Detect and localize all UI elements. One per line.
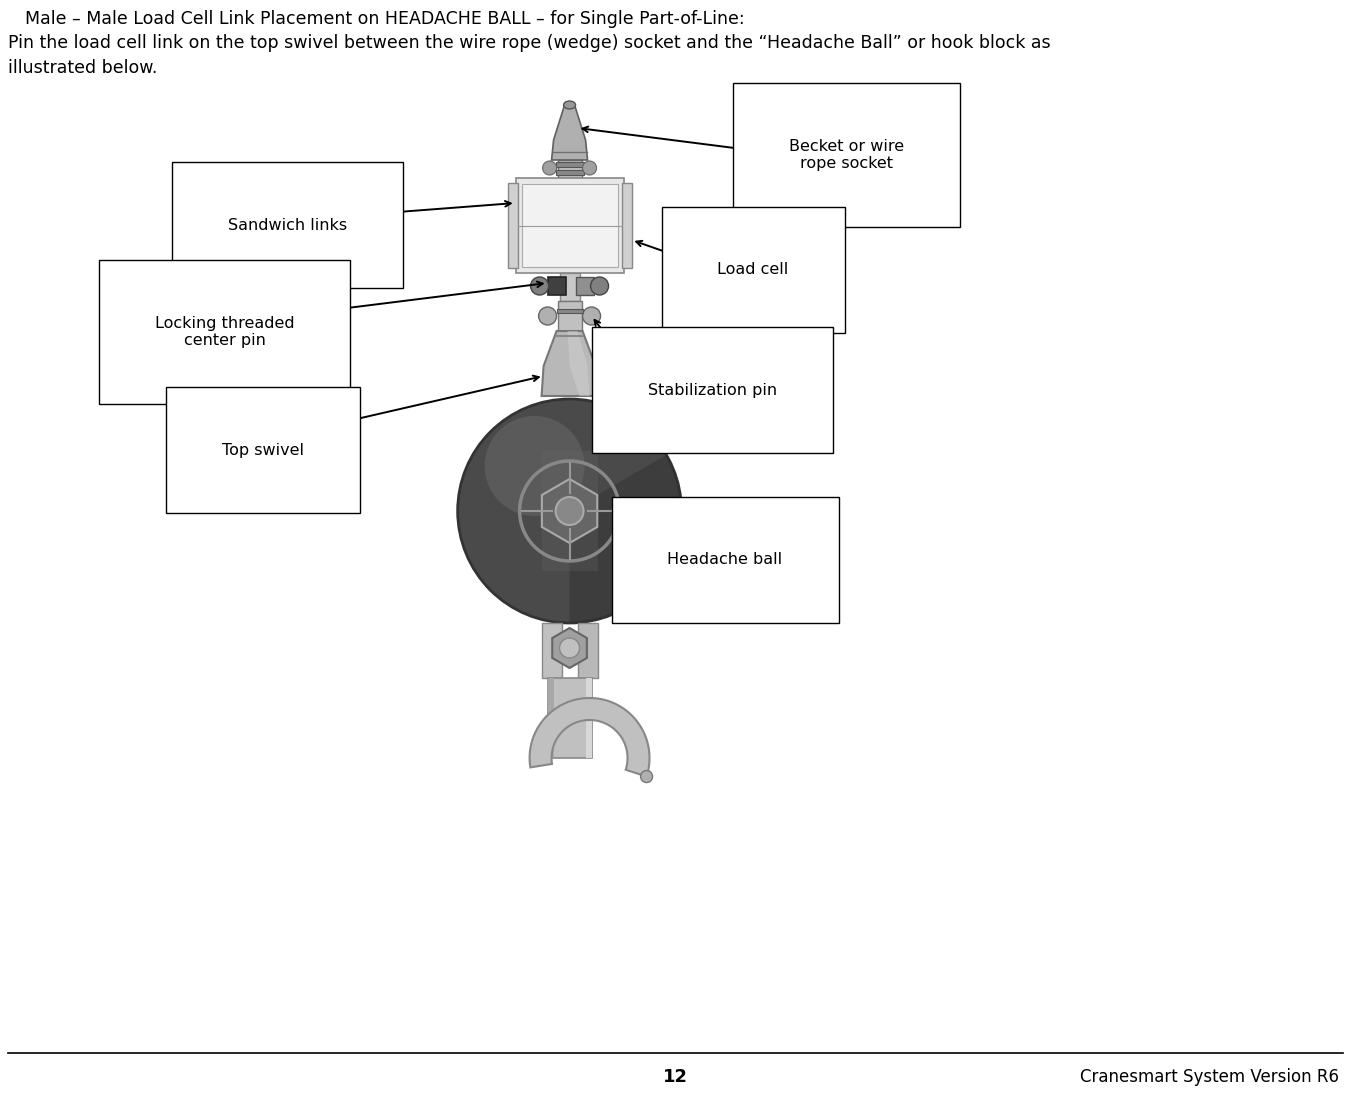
Circle shape (560, 638, 580, 658)
Polygon shape (542, 479, 598, 543)
Bar (542, 451, 598, 571)
Text: Headache ball: Headache ball (668, 552, 783, 568)
Polygon shape (552, 628, 587, 668)
Circle shape (458, 399, 681, 623)
Circle shape (641, 771, 653, 782)
Circle shape (484, 416, 584, 516)
Circle shape (556, 497, 584, 526)
Text: Becket or wire
rope socket: Becket or wire rope socket (790, 139, 904, 171)
Text: 12: 12 (662, 1068, 688, 1085)
Text: Male – Male Load Cell Link Placement on HEADACHE BALL – for Single Part-of-Line:: Male – Male Load Cell Link Placement on … (24, 10, 745, 28)
Bar (556, 162, 584, 167)
Text: Load cell: Load cell (718, 262, 788, 278)
Bar (556, 170, 584, 176)
Text: Cranesmart System Version R6: Cranesmart System Version R6 (1080, 1068, 1338, 1085)
Text: Sandwich links: Sandwich links (228, 218, 347, 232)
Bar (548, 678, 553, 758)
Bar (622, 183, 631, 268)
Text: Locking threaded
center pin: Locking threaded center pin (155, 316, 295, 348)
Bar (585, 678, 592, 758)
Circle shape (542, 161, 557, 176)
Text: Top swivel: Top swivel (222, 442, 304, 458)
Polygon shape (568, 331, 589, 396)
Polygon shape (542, 331, 598, 396)
Bar (548, 678, 592, 758)
Polygon shape (552, 106, 588, 160)
Bar (557, 301, 581, 331)
Ellipse shape (564, 101, 576, 109)
Wedge shape (569, 456, 681, 623)
Bar (576, 277, 594, 296)
Bar (557, 160, 581, 178)
Circle shape (530, 277, 549, 296)
Bar (507, 183, 518, 268)
Circle shape (538, 307, 557, 326)
Circle shape (583, 307, 600, 326)
Bar (515, 178, 623, 273)
Bar (577, 623, 598, 678)
Text: Stabilization pin: Stabilization pin (648, 382, 776, 398)
Circle shape (591, 277, 608, 296)
Bar (557, 309, 583, 313)
Polygon shape (530, 698, 649, 777)
Circle shape (583, 161, 596, 176)
Text: Pin the load cell link on the top swivel between the wire rope (wedge) socket an: Pin the load cell link on the top swivel… (8, 34, 1051, 77)
Bar (542, 623, 561, 678)
Bar (548, 277, 565, 296)
Bar (560, 273, 580, 301)
Bar (522, 184, 618, 267)
